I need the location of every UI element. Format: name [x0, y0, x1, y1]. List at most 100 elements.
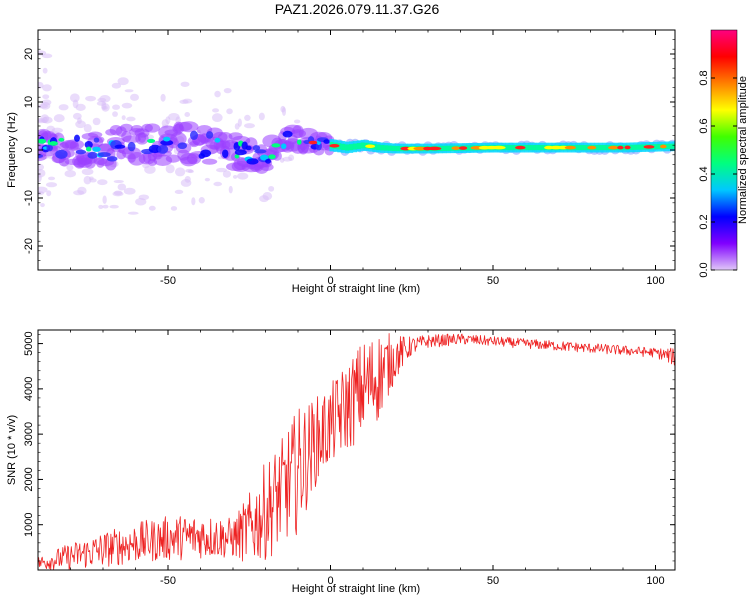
spectrogram-core-blob — [234, 149, 247, 156]
spectrogram-inner-band — [664, 143, 670, 150]
spectrogram-faint-blob — [83, 124, 92, 133]
spectrogram-core-blob — [84, 140, 93, 149]
spectrogram-faint-blob — [41, 116, 53, 124]
spectrogram-inner-band — [391, 145, 397, 152]
spectrogram-faint-blob — [42, 94, 50, 100]
spectrogram-faint-blob — [101, 101, 107, 110]
spectrogram-faint-blob — [69, 93, 80, 103]
spectrogram-inner-band — [637, 144, 642, 150]
spectrogram-faint-blob — [184, 111, 191, 118]
spectrogram-inner-band — [466, 145, 471, 151]
spectrogram-halo-blob — [165, 154, 181, 163]
spectrogram-faint-blob — [179, 99, 189, 104]
spectrogram-peak-blob — [234, 154, 240, 159]
spectrogram-faint-blob — [85, 95, 97, 102]
spectrogram-inner-band — [629, 144, 634, 150]
spectrogram-inner-band — [395, 145, 400, 152]
spectrogram-peak-blob — [163, 136, 171, 142]
snr-y-tick-label: 4000 — [23, 377, 35, 401]
spectrogram-faint-blob — [293, 119, 301, 124]
spectrogram-inner-band — [442, 145, 447, 151]
spectrogram-faint-blob — [102, 195, 107, 204]
spectrogram-faint-blob — [92, 117, 101, 126]
spectrogram-y-tick-label: 10 — [23, 96, 35, 108]
spectrogram-y-tick-label: -20 — [23, 238, 35, 254]
snr-y-tick-label: 1000 — [23, 512, 35, 536]
spectrogram-faint-blob — [117, 77, 129, 86]
spectrogram-faint-blob — [109, 204, 119, 209]
spectrogram-faint-blob — [237, 172, 249, 180]
spectrogram-peak-blob — [38, 138, 47, 144]
spectrogram-inner-band — [524, 145, 529, 151]
spectrogram-core-blob — [282, 130, 293, 138]
spectrogram-faint-blob — [268, 185, 275, 192]
spectrogram-x-tick-label: -50 — [160, 275, 176, 287]
spectrogram-core-blob — [177, 142, 188, 150]
spectrogram-hot-blob — [587, 145, 597, 150]
spectrogram-core-blob — [252, 145, 261, 151]
spectrogram-faint-blob — [64, 170, 77, 178]
spectrogram-peak-blob — [214, 137, 221, 143]
spectrogram-core-blob — [74, 134, 80, 142]
spectrogram-hot-blob — [643, 145, 655, 149]
spectrogram-core-blob — [93, 137, 100, 143]
spectrogram-inner-band — [349, 144, 354, 151]
spectrogram-faint-blob — [97, 179, 108, 186]
spectrogram-faint-blob — [127, 211, 139, 215]
spectrogram-halo-blob — [88, 131, 103, 138]
spectrogram-faint-blob — [281, 107, 287, 116]
spectrogram-faint-blob — [121, 115, 126, 121]
spectrogram-faint-blob — [77, 186, 87, 195]
spectrogram-faint-blob — [124, 89, 134, 93]
spectrogram-marks — [38, 50, 675, 215]
spectrogram-faint-blob — [174, 167, 186, 177]
spectrogram-peak-blob — [147, 138, 156, 143]
spectrogram-core-blob — [46, 144, 53, 152]
spectrogram-faint-blob — [38, 173, 42, 183]
spectrogram-hot-blob — [617, 145, 624, 150]
spectrogram-inner-band — [388, 145, 393, 151]
spectrogram-faint-blob — [77, 117, 82, 125]
spectrogram-faint-blob — [198, 196, 205, 204]
spectrogram-peak-blob — [92, 146, 101, 152]
spectrogram-core-blob — [157, 144, 169, 154]
spectrogram-halo-blob — [179, 121, 199, 133]
spectrogram-hot-blob — [492, 145, 506, 150]
spectrogram-hot-blob — [308, 140, 318, 145]
spectrogram-peak-blob — [296, 139, 302, 145]
spectrogram-faint-blob — [102, 204, 109, 209]
spectrogram-y-tick-label: 20 — [23, 48, 35, 60]
spectrogram-halo-blob — [69, 140, 80, 151]
colorbar-ticks: 0.0 0.2 0.4 0.6 0.8 — [698, 70, 737, 278]
colorbar-tick-label: 0.2 — [698, 214, 710, 229]
spectrogram-inner-band — [668, 143, 673, 149]
spectrogram-inner-band — [352, 143, 358, 150]
spectrogram-core-blob — [97, 152, 111, 158]
spectrogram-inner-band — [602, 145, 607, 151]
spectrogram-peak-blob — [49, 141, 58, 146]
spectrogram-inner-band — [512, 145, 517, 151]
spectrogram-inner-band — [341, 143, 346, 151]
spectrogram-faint-blob — [72, 99, 79, 109]
spectrogram-faint-blob — [180, 81, 190, 87]
spectrogram-faint-blob — [214, 90, 221, 98]
spectrogram-y-ticks: -20 -10 0 10 20 — [23, 29, 675, 271]
spectrogram-faint-blob — [99, 94, 111, 103]
spectrogram-hot-blob — [329, 143, 340, 148]
spectrogram-faint-blob — [174, 189, 184, 195]
snr-y-tick-label: 2000 — [23, 467, 35, 491]
spectrogram-faint-blob — [40, 202, 45, 208]
spectrogram-inner-band — [598, 145, 603, 151]
spectrogram-faint-blob — [168, 113, 180, 121]
spectrogram-core-blob — [323, 139, 330, 144]
spectrogram-faint-blob — [185, 168, 194, 173]
spectrogram-inner-band — [657, 144, 662, 150]
spectrogram-peak-blob — [58, 137, 65, 142]
spectrogram-halo-blob — [201, 158, 218, 165]
spectrogram-faint-blob — [204, 177, 211, 182]
spectrogram-x-ticks: -50 0 50 100 — [37, 30, 665, 287]
spectrogram-y-tick-label: 0 — [23, 147, 35, 153]
spectrogram-faint-blob — [123, 187, 136, 195]
spectrogram-core-blob — [106, 156, 118, 162]
spectrogram-inner-band — [579, 145, 584, 151]
